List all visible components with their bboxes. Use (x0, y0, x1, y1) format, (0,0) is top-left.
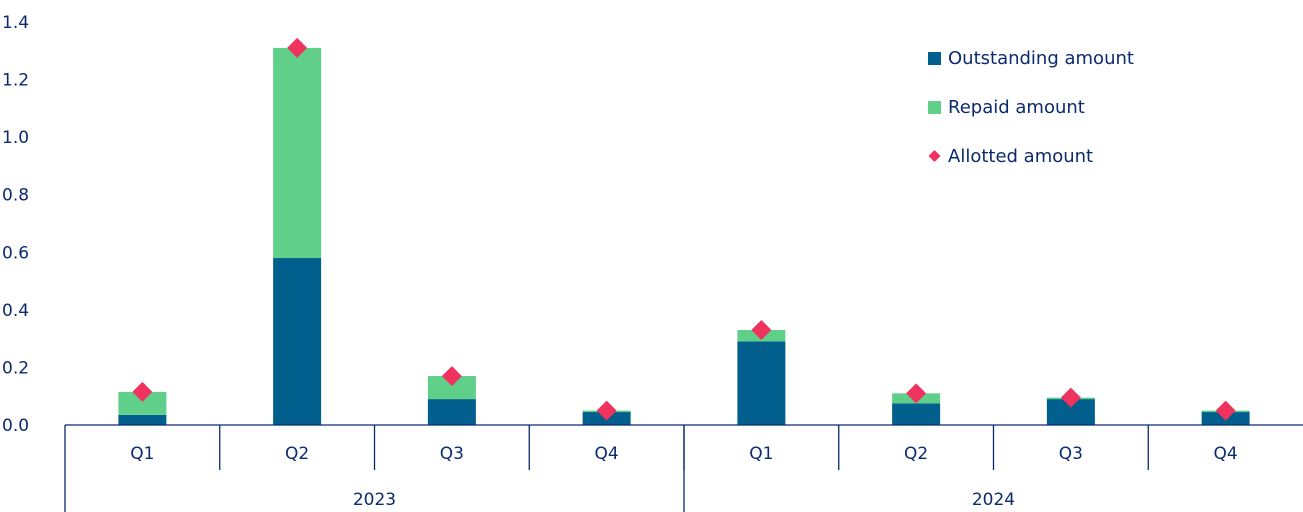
marker-allotted-amount (906, 383, 927, 404)
legend-swatch (928, 150, 941, 162)
markers (132, 37, 1236, 421)
y-tick-label: 1.0 (2, 128, 29, 148)
y-tick-label: 0.2 (2, 358, 29, 378)
bar-outstanding-amount (118, 414, 167, 425)
marker-allotted-amount (1215, 400, 1236, 421)
bars (118, 47, 1250, 425)
marker-allotted-amount (132, 381, 153, 402)
y-tick-label: 0.8 (2, 186, 29, 206)
y-tick-label: 1.2 (2, 71, 29, 91)
x-group-label: 2023 (353, 490, 396, 510)
x-tick-label: Q4 (1214, 444, 1238, 464)
legend-swatch (928, 52, 941, 65)
marker-allotted-amount (287, 37, 308, 58)
y-tick-label: 0.4 (2, 301, 29, 321)
marker-allotted-amount (441, 366, 462, 387)
x-tick-label: Q1 (130, 444, 154, 464)
y-axis: 0.0 0.2 0.4 0.6 0.8 1.0 1.2 1.4 (2, 13, 29, 436)
marker-allotted-amount (596, 400, 617, 421)
x-tick-label: Q2 (904, 444, 928, 464)
bar-outstanding-amount (273, 258, 322, 425)
x-tick-label: Q3 (1059, 444, 1083, 464)
bar-repaid-amount (118, 391, 167, 415)
bar-repaid-amount (427, 376, 476, 400)
legend-label: Outstanding amount (948, 48, 1134, 69)
bar-outstanding-amount (427, 399, 476, 425)
legend: Outstanding amount Repaid amount Allotted … (928, 48, 1134, 167)
legend-label: Repaid amount (948, 97, 1085, 118)
legend-swatch (928, 101, 941, 114)
x-tick-label: Q3 (440, 444, 464, 464)
bar-outstanding-amount (892, 403, 941, 425)
x-tick-label: Q2 (285, 444, 309, 464)
x-tick-label: Q1 (749, 444, 773, 464)
x-axis: Q1 Q2 Q3 Q4 Q1 Q2 Q3 Q4 2023 2024 (64, 424, 1303, 512)
x-group-label: 2024 (972, 490, 1015, 510)
y-tick-label: 0.0 (2, 416, 29, 436)
bar-outstanding-amount (737, 341, 786, 425)
y-tick-label: 1.4 (2, 13, 29, 33)
bar-repaid-amount (273, 47, 322, 259)
marker-allotted-amount (1060, 387, 1081, 408)
x-tick-label: Q4 (595, 444, 619, 464)
y-tick-label: 0.6 (2, 243, 29, 263)
legend-label: Allotted amount (948, 146, 1093, 167)
marker-allotted-amount (751, 320, 772, 341)
